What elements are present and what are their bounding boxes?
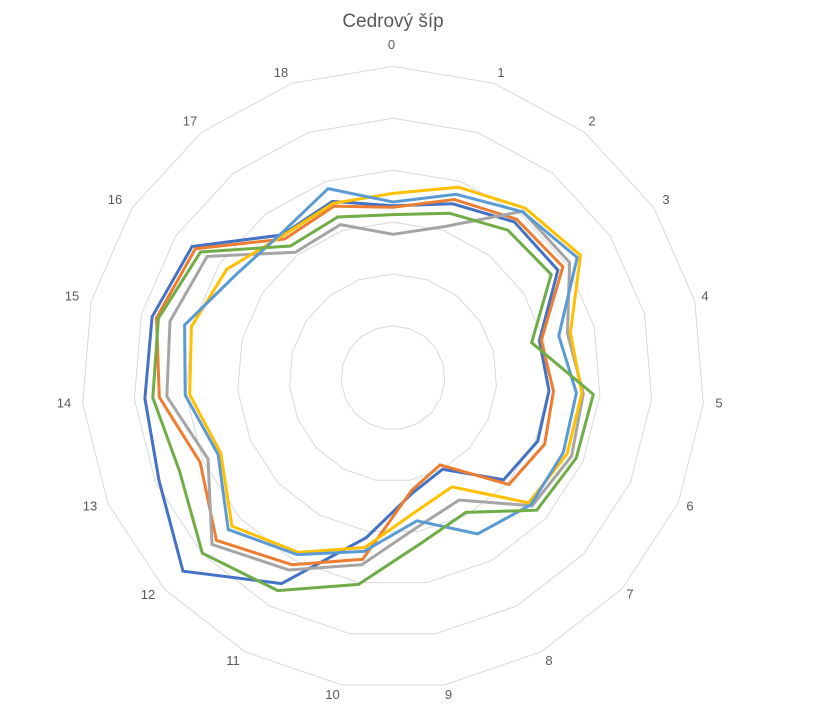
svg-text:17: 17 [183, 114, 197, 129]
svg-text:2: 2 [588, 114, 595, 129]
svg-text:3: 3 [662, 192, 669, 207]
svg-text:12: 12 [141, 587, 155, 602]
svg-text:13: 13 [83, 499, 97, 514]
svg-text:16: 16 [108, 192, 122, 207]
svg-text:5: 5 [715, 396, 722, 411]
svg-text:8: 8 [545, 653, 552, 668]
svg-text:Cedrový šíp: Cedrový šíp [342, 11, 443, 32]
svg-text:0: 0 [388, 37, 395, 52]
svg-text:14: 14 [57, 396, 71, 411]
svg-text:1: 1 [497, 65, 504, 80]
svg-text:6: 6 [686, 499, 693, 514]
svg-text:7: 7 [626, 587, 633, 602]
svg-text:4: 4 [701, 289, 708, 304]
svg-text:10: 10 [325, 687, 339, 702]
svg-text:15: 15 [65, 289, 79, 304]
svg-text:18: 18 [274, 65, 288, 80]
svg-text:9: 9 [445, 687, 452, 702]
svg-text:11: 11 [226, 653, 240, 668]
